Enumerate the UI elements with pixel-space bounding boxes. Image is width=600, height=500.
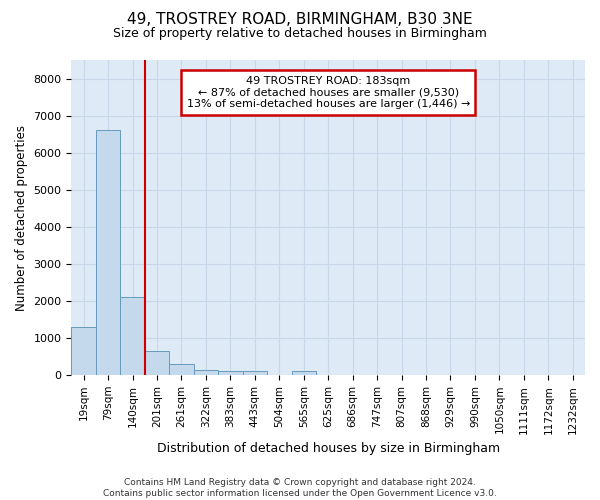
Bar: [71, 327, 96, 375]
Bar: [145, 351, 169, 375]
Text: Contains HM Land Registry data © Crown copyright and database right 2024.
Contai: Contains HM Land Registry data © Crown c…: [103, 478, 497, 498]
Text: Size of property relative to detached houses in Birmingham: Size of property relative to detached ho…: [113, 28, 487, 40]
Bar: [96, 130, 121, 375]
Bar: [242, 372, 267, 375]
Bar: [169, 364, 194, 375]
Bar: [121, 298, 145, 375]
Text: 49 TROSTREY ROAD: 183sqm
← 87% of detached houses are smaller (9,530)
13% of sem: 49 TROSTREY ROAD: 183sqm ← 87% of detach…: [187, 76, 470, 109]
Text: 49, TROSTREY ROAD, BIRMINGHAM, B30 3NE: 49, TROSTREY ROAD, BIRMINGHAM, B30 3NE: [127, 12, 473, 28]
Bar: [194, 370, 218, 375]
Bar: [218, 372, 242, 375]
X-axis label: Distribution of detached houses by size in Birmingham: Distribution of detached houses by size …: [157, 442, 500, 455]
Bar: [292, 372, 316, 375]
Y-axis label: Number of detached properties: Number of detached properties: [15, 124, 28, 310]
